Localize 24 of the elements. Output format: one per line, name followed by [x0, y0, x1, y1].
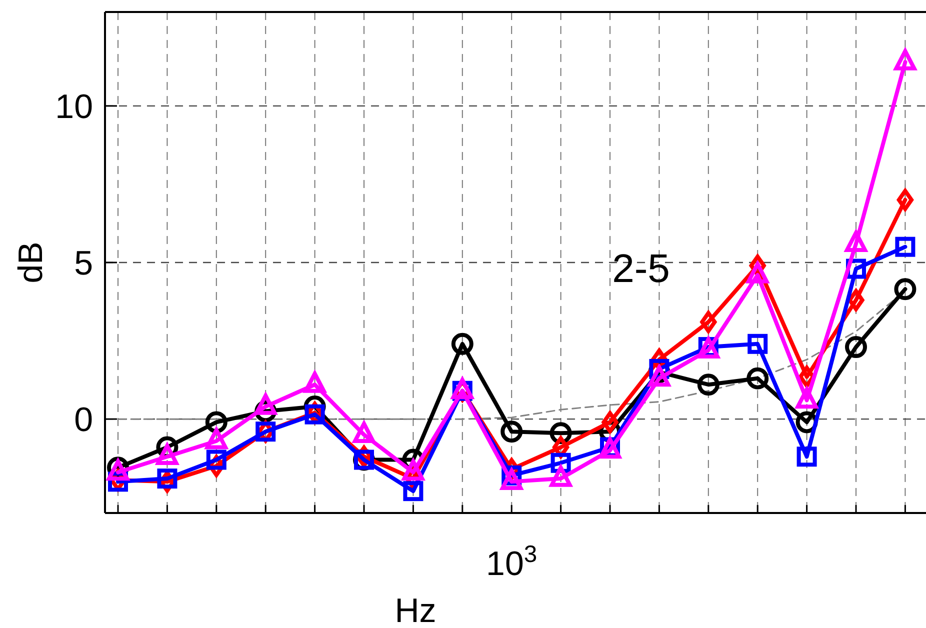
point [700, 310, 717, 333]
point [451, 332, 474, 355]
point [796, 446, 817, 467]
point [500, 420, 523, 443]
annotation: 2-5 [612, 247, 670, 291]
point [206, 450, 226, 470]
y-tick-label: 0 [74, 401, 93, 440]
point [157, 468, 178, 489]
point [746, 367, 769, 390]
x-tick-label: 10$^{3}$ [486, 540, 538, 583]
point [894, 278, 916, 300]
point [205, 411, 228, 434]
point [697, 374, 720, 396]
point [845, 336, 867, 358]
point [896, 188, 914, 211]
y-axis-title: dB [12, 242, 50, 284]
y-tick-label: 5 [74, 244, 93, 282]
x-axis-title: Hz [394, 592, 436, 628]
point [403, 481, 424, 502]
point [602, 411, 618, 434]
point [848, 289, 864, 312]
y-tick-label: 10 [55, 88, 93, 126]
point [895, 236, 916, 257]
point [748, 334, 768, 354]
